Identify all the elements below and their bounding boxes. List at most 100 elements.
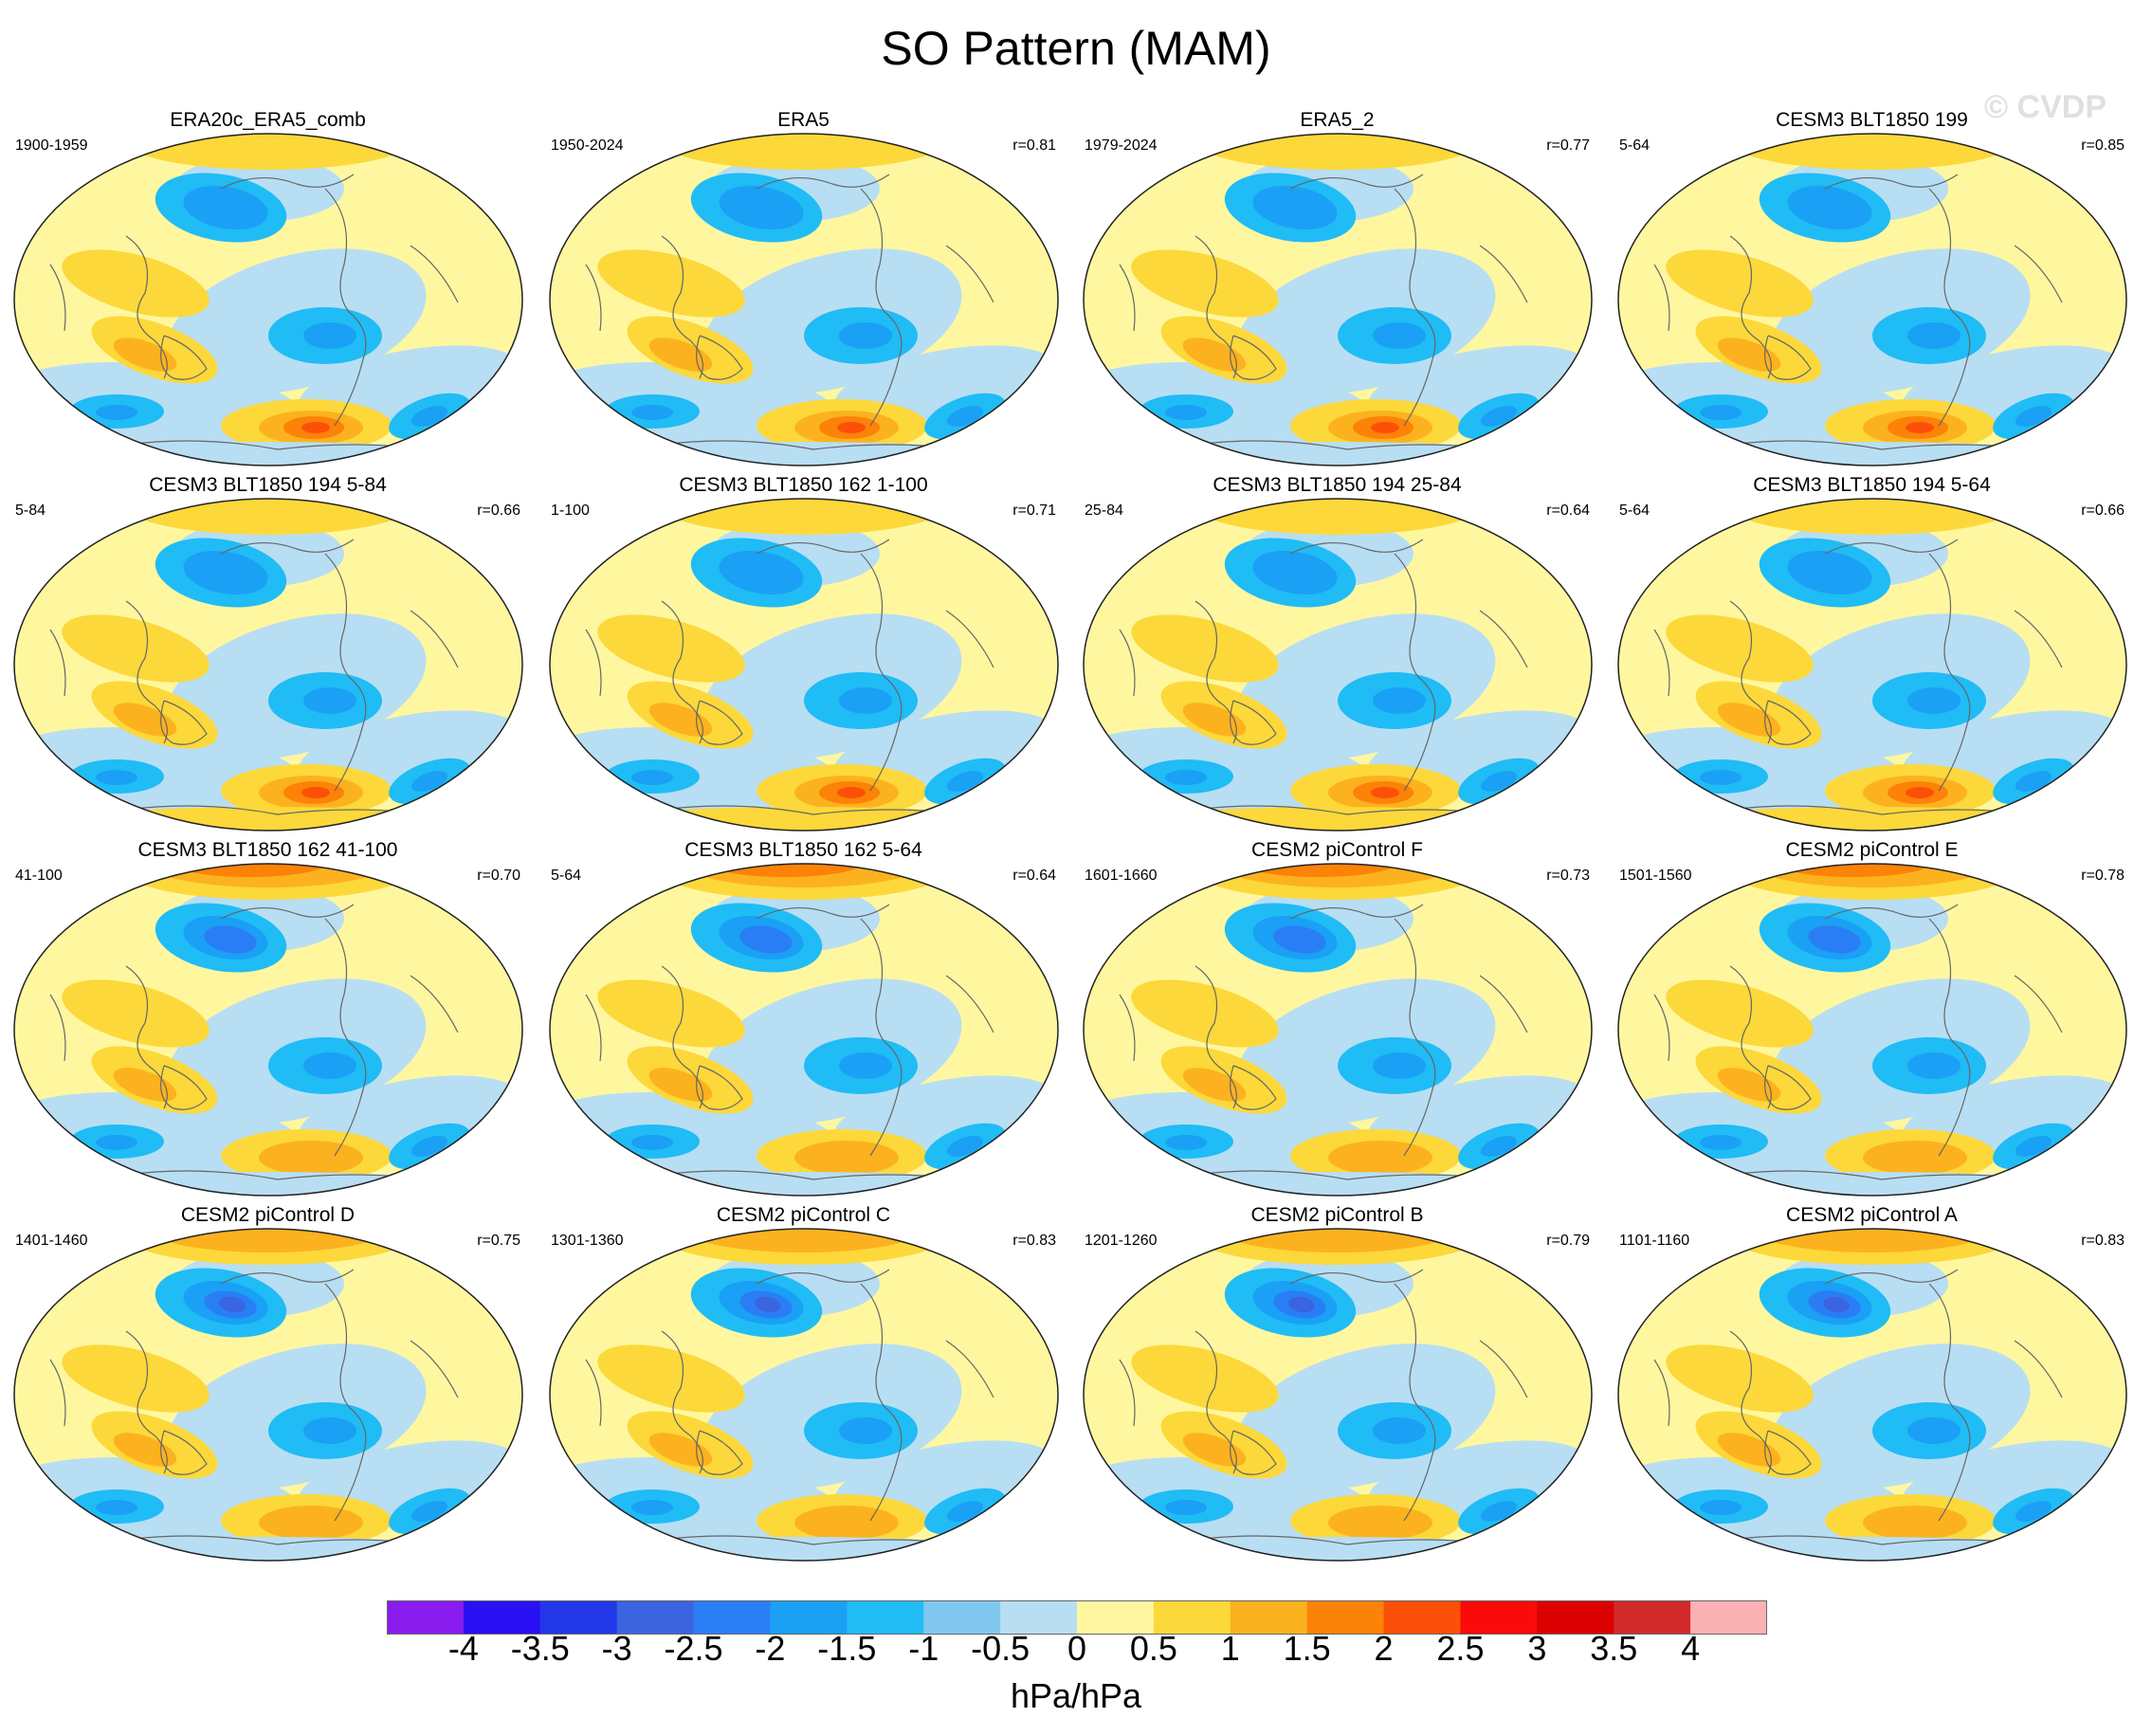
panel-period: 1501-1560 [1619,868,1692,884]
panel-correlation: r=0.70 [477,868,520,884]
panel-title: ERA20c_ERA5_comb [170,109,366,131]
colorbar-swatch [1000,1600,1078,1635]
projection-map [1083,1228,1593,1562]
map-panel: CESM3 BLT1850 194 5-84 5-84 r=0.66 [0,474,536,842]
projection-map [1083,498,1593,831]
panel-title: CESM2 piControl F [1251,839,1423,861]
map-panel: ERA5_2 1979-2024 r=0.77 [1069,109,1605,477]
colorbar-swatch [1537,1600,1614,1635]
panel-correlation: r=0.71 [1012,503,1056,519]
panel-correlation: r=0.64 [1012,868,1056,884]
watermark: © CVDP [1984,89,2106,125]
colorbar-tick-label: 0.5 [1129,1629,1177,1668]
colorbar-swatch [387,1600,465,1635]
colorbar-swatch [1690,1600,1767,1635]
panel-correlation: r=0.83 [2081,1233,2125,1249]
colorbar-tick-label: 2 [1374,1629,1394,1668]
colorbar-swatch [1230,1600,1308,1635]
panel-title: CESM3 BLT1850 199 [1776,109,1968,131]
panel-title: CESM3 BLT1850 162 1-100 [679,474,928,496]
panel-correlation: r=0.81 [1012,137,1056,154]
projection-map [549,498,1059,831]
colorbar-labels: -4 -3.5 -3 -2.5 -2 -1.5 -1 -0.5 0 0.5 1 1.5 2 2.5 3 3.5… [0,1629,2152,1676]
panel-correlation: r=0.66 [477,503,520,519]
map-panel: CESM2 piControl A 1101-1160 r=0.83 [1604,1204,2140,1572]
panel-title: CESM2 piControl C [716,1204,891,1226]
panel-title: CESM3 BLT1850 162 5-64 [684,839,922,861]
panel-period: 1900-1959 [15,137,88,154]
panel-correlation: r=0.73 [1546,868,1590,884]
map-panel: CESM3 BLT1850 194 5-64 5-64 r=0.66 [1604,474,2140,842]
panel-title: ERA5_2 [1300,109,1375,131]
projection-map [549,1228,1059,1562]
panel-title: CESM3 BLT1850 194 25-84 [1213,474,1462,496]
colorbar-swatch [1077,1600,1155,1635]
colorbar-tick-label: -1 [908,1629,939,1668]
panel-period: 25-84 [1085,503,1123,519]
colorbar-tick-label: 3 [1527,1629,1547,1668]
panel-correlation: r=0.79 [1546,1233,1590,1249]
panel-period: 41-100 [15,868,63,884]
map-panel: ERA5 1950-2024 r=0.81 [536,109,1071,477]
colorbar-swatch [1306,1600,1385,1635]
panel-period: 1301-1360 [551,1233,624,1249]
panel-period: 1601-1660 [1085,868,1158,884]
colorbar-tick-label: 2.5 [1436,1629,1485,1668]
panel-title: ERA5 [777,109,830,131]
colorbar-swatch [923,1600,1001,1635]
projection-map [13,1228,523,1562]
colorbar-tick-label: -1.5 [817,1629,877,1668]
panel-title: CESM3 BLT1850 194 5-64 [1753,474,1991,496]
panel-correlation: r=0.78 [2081,868,2125,884]
colorbar-swatch [1614,1600,1691,1635]
panel-title: CESM3 BLT1850 194 5-84 [149,474,387,496]
colorbar-tick-label: -4 [447,1629,479,1668]
panel-correlation: r=0.66 [2081,503,2125,519]
panel-period: 1401-1460 [15,1233,88,1249]
panel-correlation: r=0.64 [1546,503,1590,519]
colorbar-tick-label: 3.5 [1590,1629,1638,1668]
panel-period: 5-64 [551,868,582,884]
projection-map [549,133,1059,466]
colorbar-swatch [693,1600,771,1635]
panel-title: CESM3 BLT1850 162 41-100 [137,839,398,861]
map-panel: CESM3 BLT1850 162 1-100 1-100 r=0.71 [536,474,1071,842]
panel-period: 5-64 [1619,503,1650,519]
panel-correlation: r=0.77 [1546,137,1590,154]
colorbar-units: hPa/hPa [1010,1676,1142,1715]
map-panel: CESM2 piControl E 1501-1560 r=0.78 [1604,839,2140,1207]
map-panel: CESM3 BLT1850 162 5-64 5-64 r=0.64 [536,839,1071,1207]
projection-map [1617,498,2127,831]
colorbar-swatch [539,1600,618,1635]
panel-period: 5-84 [15,503,46,519]
colorbar-swatch [847,1600,924,1635]
panel-correlation: r=0.83 [1012,1233,1056,1249]
map-panel: CESM3 BLT1850 199 5-64 r=0.85 [1604,109,2140,477]
colorbar-tick-label: 0 [1067,1629,1087,1668]
panel-period: 1950-2024 [551,137,624,154]
panel-title: CESM2 piControl D [180,1204,356,1226]
projection-map [1617,1228,2127,1562]
panel-period: 1979-2024 [1085,137,1158,154]
colorbar-swatch [463,1600,541,1635]
colorbar-tick-label: -3 [601,1629,632,1668]
map-panel: CESM2 piControl D 1401-1460 r=0.75 [0,1204,536,1572]
colorbar-swatch [770,1600,848,1635]
colorbar-tick-label: -2.5 [664,1629,723,1668]
projection-map [1617,133,2127,466]
colorbar-swatch [1383,1600,1461,1635]
colorbar-tick-label: -0.5 [971,1629,1030,1668]
map-panel: CESM2 piControl C 1301-1360 r=0.83 [536,1204,1071,1572]
panel-period: 5-64 [1619,137,1650,154]
colorbar-swatch [1153,1600,1231,1635]
projection-map [13,498,523,831]
figure-title: SO Pattern (MAM) [881,22,1271,75]
colorbar-tick-label: -2 [755,1629,786,1668]
colorbar-tick-label: 1 [1220,1629,1240,1668]
panel-period: 1201-1260 [1085,1233,1158,1249]
panel-title: CESM2 piControl B [1250,1204,1424,1226]
projection-map [549,863,1059,1197]
map-panel: ERA20c_ERA5_comb 1900-1959 [0,109,536,477]
panel-period: 1101-1160 [1619,1233,1690,1249]
colorbar-tick-label: -3.5 [510,1629,570,1668]
